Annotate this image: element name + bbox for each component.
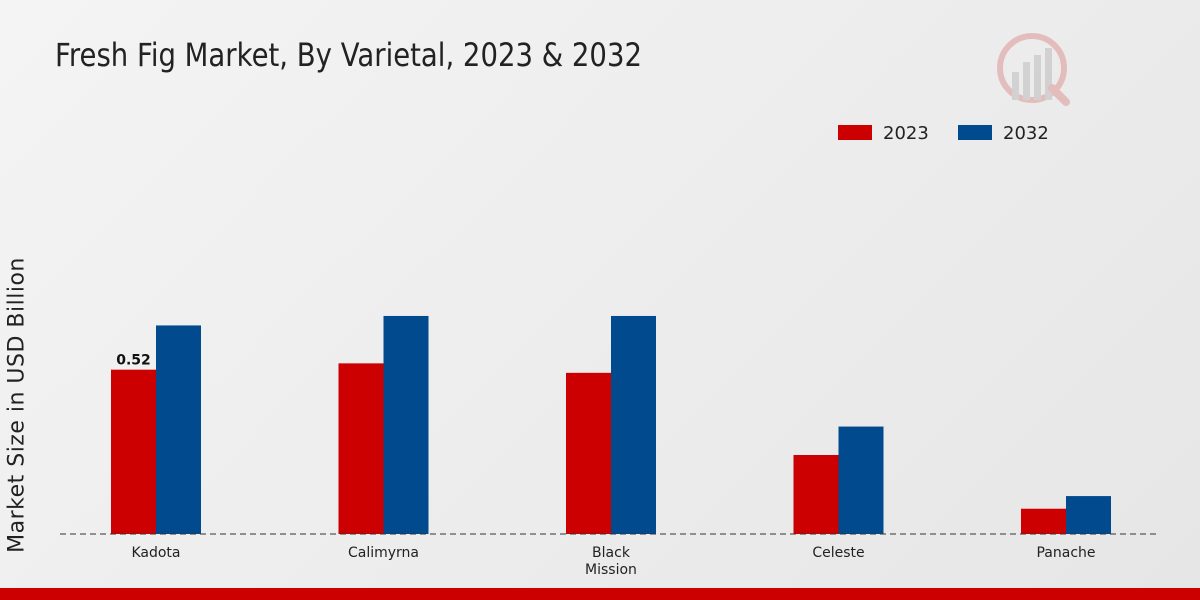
bar-2023-panache bbox=[1021, 508, 1066, 534]
bar-2032-calimyrna bbox=[383, 315, 429, 534]
chart-title: Fresh Fig Market, By Varietal, 2023 & 20… bbox=[55, 36, 642, 74]
x-tick-label-panache: Panache bbox=[1036, 545, 1095, 561]
bar-2023-black-mission bbox=[566, 372, 611, 534]
watermark-logo-icon bbox=[997, 33, 1070, 106]
legend-label-2032: 2032 bbox=[1003, 123, 1049, 144]
data-label-2023-kadota: 0.52 bbox=[116, 353, 151, 369]
bar-2023-celeste bbox=[793, 455, 839, 534]
legend-swatch-2023 bbox=[838, 125, 872, 140]
bar-2032-celeste bbox=[838, 426, 884, 534]
x-tick-label-black-mission: Black Mission bbox=[585, 545, 637, 578]
x-tick-label-celeste: Celeste bbox=[812, 545, 864, 561]
legend-swatch-2032 bbox=[958, 125, 992, 140]
x-tick-label-kadota: Kadota bbox=[131, 545, 180, 561]
data-labels: 0.52 bbox=[116, 353, 151, 369]
bars-group bbox=[111, 315, 1111, 534]
bar-2032-kadota bbox=[156, 325, 201, 534]
x-tick-labels: Kadota Calimyrna Black Mission Celeste Panach… bbox=[131, 545, 1095, 578]
bar-2032-black-mission bbox=[611, 315, 656, 534]
bar-2023-calimyrna bbox=[338, 363, 384, 534]
x-tick-label-calimyrna: Calimyrna bbox=[348, 545, 419, 561]
legend-label-2023: 2023 bbox=[883, 123, 929, 144]
bottom-accent-bar bbox=[0, 588, 1200, 600]
bar-2032-panache bbox=[1066, 496, 1111, 534]
bar-2023-kadota bbox=[111, 369, 156, 534]
legend: 2023 2032 bbox=[838, 123, 1049, 144]
